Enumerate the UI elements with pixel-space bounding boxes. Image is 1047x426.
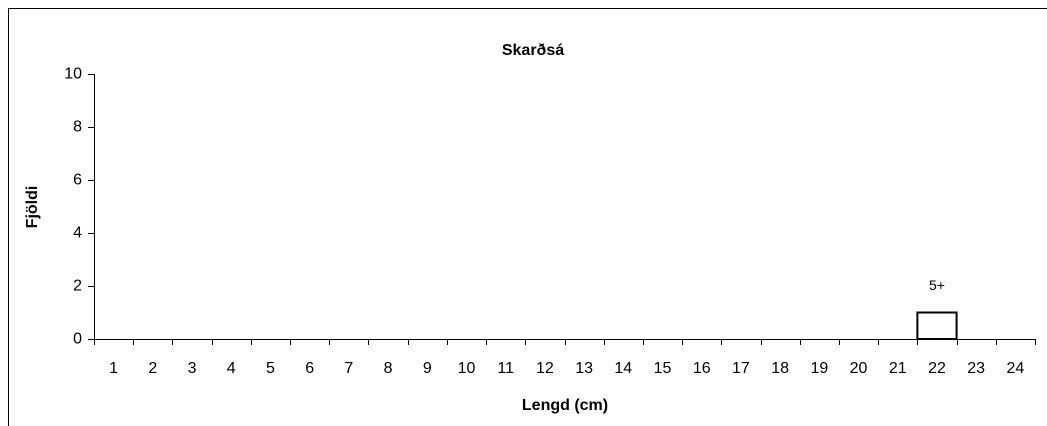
x-tick-label: 20 xyxy=(850,360,868,377)
x-tick-label: 5 xyxy=(266,360,275,377)
x-tick-label: 2 xyxy=(148,360,157,377)
y-tick-label: 6 xyxy=(73,172,82,189)
y-axis-label: Fjöldi xyxy=(24,186,41,229)
x-tick-label: 18 xyxy=(771,360,789,377)
x-tick-label: 14 xyxy=(614,360,632,377)
x-tick-label: 1 xyxy=(109,360,118,377)
y-tick-label: 0 xyxy=(73,331,82,348)
x-tick-label: 7 xyxy=(344,360,353,377)
x-tick-label: 22 xyxy=(928,360,946,377)
x-tick-label: 23 xyxy=(967,360,985,377)
y-tick-label: 8 xyxy=(73,119,82,136)
bar xyxy=(916,311,958,340)
x-tick-label: 17 xyxy=(732,360,750,377)
x-axis-label: Lengd (cm) xyxy=(522,397,608,414)
y-tick-label: 10 xyxy=(64,66,82,83)
x-tick-label: 24 xyxy=(1006,360,1024,377)
y-tick-label: 4 xyxy=(73,225,82,242)
chart-border xyxy=(8,8,1047,426)
x-tick-label: 21 xyxy=(889,360,907,377)
x-tick-label: 19 xyxy=(810,360,828,377)
x-tick-label: 16 xyxy=(693,360,711,377)
x-tick-label: 8 xyxy=(384,360,393,377)
x-tick-label: 15 xyxy=(654,360,672,377)
x-tick-label: 3 xyxy=(188,360,197,377)
x-tick-label: 12 xyxy=(536,360,554,377)
x-tick-label: 10 xyxy=(458,360,476,377)
x-tick-label: 6 xyxy=(305,360,314,377)
y-tick-label: 2 xyxy=(73,278,82,295)
chart-title: Skarðsá xyxy=(502,42,564,59)
x-tick-label: 9 xyxy=(423,360,432,377)
data-label: 5+ xyxy=(929,277,945,293)
x-tick-label: 11 xyxy=(497,360,514,377)
x-tick-label: 4 xyxy=(227,360,236,377)
x-tick-label: 13 xyxy=(575,360,593,377)
